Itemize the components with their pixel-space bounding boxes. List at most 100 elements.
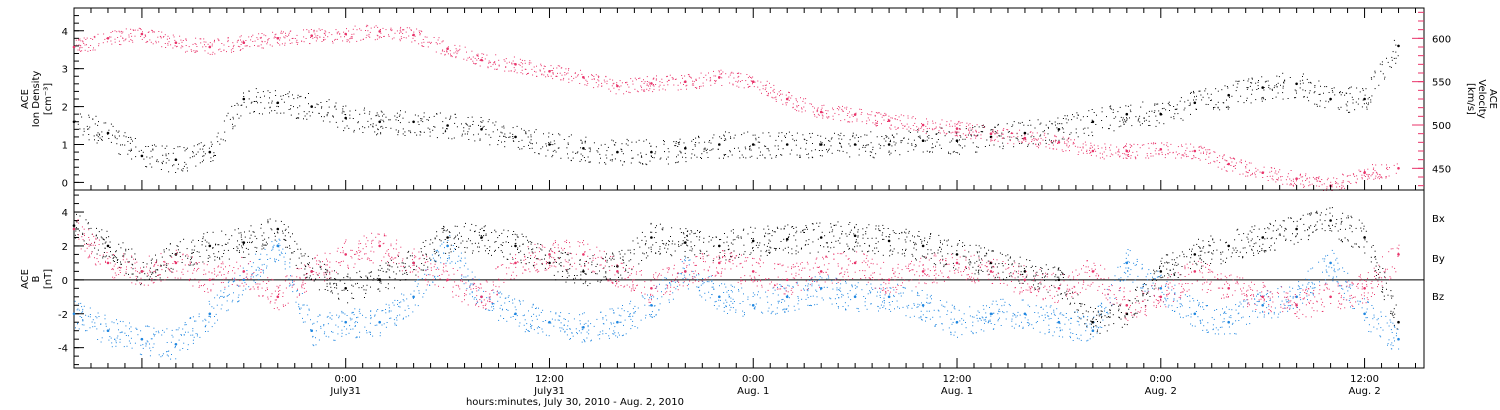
data-dot-series-0: [1393, 57, 1395, 59]
data-dot-series-1: [1011, 136, 1013, 138]
data-dot-series-1: [737, 81, 739, 83]
data-dot-series-0: [433, 115, 435, 117]
data-dot-series-0: [1064, 292, 1066, 294]
data-dot-series-0: [276, 105, 278, 107]
data-dot-series-0: [637, 154, 639, 156]
data-dot-series-0: [530, 257, 531, 259]
data-dot-series-0: [882, 232, 884, 234]
data-dot-series-0: [888, 236, 890, 237]
data-dot-series-0: [366, 276, 368, 278]
data-dot-series-0: [243, 101, 245, 103]
data-dot-series-0: [261, 235, 263, 237]
data-dot-series-1: [591, 74, 593, 76]
data-dot-series-0: [566, 147, 568, 149]
data-point-series-1: [548, 70, 551, 73]
data-dot-series-1: [949, 125, 951, 127]
data-dot-series-0: [901, 232, 903, 234]
data-dot-series-1: [908, 126, 910, 128]
data-dot-series-1: [1153, 142, 1155, 144]
data-dot-series-0: [479, 138, 481, 140]
data-dot-series-0: [768, 249, 770, 251]
data-dot-series-0: [415, 274, 417, 276]
data-dot-series-1: [440, 53, 442, 55]
data-dot-series-1: [474, 57, 476, 59]
data-dot-series-1: [1315, 179, 1317, 180]
data-dot-series-1: [383, 36, 385, 37]
data-dot-series-0: [968, 259, 970, 261]
data-dot-series-1: [1099, 152, 1101, 154]
data-dot-series-0: [965, 128, 967, 130]
data-dot-series-1: [850, 108, 852, 110]
data-dot-series-0: [783, 227, 785, 229]
data-dot-series-0: [775, 139, 777, 141]
data-dot-series-0: [277, 232, 279, 234]
data-dot-series-1: [1181, 154, 1183, 156]
data-dot-series-0: [1309, 81, 1311, 83]
data-dot-series-0: [525, 236, 527, 238]
data-dot-series-0: [300, 248, 302, 250]
data-dot-series-0: [263, 244, 265, 246]
data-dot-series-0: [809, 133, 811, 135]
data-dot-series-0: [170, 267, 172, 269]
data-dot-series-1: [1346, 175, 1348, 177]
data-dot-series-0: [677, 161, 679, 163]
data-dot-series-0: [915, 259, 917, 261]
data-dot-series-0: [1072, 114, 1073, 116]
data-dot-series-0: [875, 228, 877, 230]
data-dot-series-0: [628, 260, 630, 262]
data-dot-series-0: [461, 135, 463, 137]
data-dot-series-1: [1045, 146, 1047, 148]
data-dot-series-0: [565, 281, 567, 283]
data-dot-series-0: [579, 259, 581, 261]
data-dot-series-0: [168, 171, 170, 173]
data-dot-series-1: [488, 62, 489, 64]
data-dot-series-0: [1063, 131, 1065, 133]
data-dot-series-0: [280, 95, 282, 97]
data-dot-series-1: [435, 51, 437, 53]
data-dot-series-1: [168, 41, 170, 43]
data-dot-series-0: [1199, 90, 1201, 92]
data-dot-series-0: [491, 232, 493, 233]
data-dot-series-1: [443, 50, 445, 52]
data-dot-series-0: [108, 129, 110, 131]
data-dot-series-0: [232, 128, 234, 130]
data-dot-series-1: [1250, 174, 1252, 176]
data-dot-series-1: [399, 28, 401, 30]
data-dot-series-0: [1010, 275, 1012, 277]
data-dot-series-0: [816, 222, 818, 224]
data-dot-series-1: [752, 76, 754, 78]
data-dot-series-0: [848, 248, 850, 250]
data-dot-series-0: [517, 249, 518, 250]
data-dot-series-1: [906, 128, 908, 130]
data-dot-series-0: [569, 252, 571, 254]
data-dot-series-0: [972, 127, 974, 128]
data-dot-series-0: [791, 149, 793, 151]
data-dot-series-1: [1133, 143, 1135, 145]
data-dot-series-0: [116, 257, 118, 259]
data-dot-series-0: [502, 242, 504, 244]
data-dot-series-1: [771, 96, 773, 98]
data-dot-series-1: [692, 80, 694, 82]
data-dot-series-1: [1010, 133, 1012, 134]
data-dot-series-1: [801, 111, 803, 113]
data-dot-series-0: [787, 239, 789, 241]
data-dot-series-0: [244, 231, 245, 233]
data-dot-series-1: [88, 47, 90, 48]
data-dot-series-1: [945, 133, 947, 135]
data-dot-series-0: [567, 272, 569, 274]
data-dot-series-0: [677, 142, 679, 143]
data-dot-series-0: [131, 256, 133, 258]
data-dot-series-0: [781, 154, 783, 156]
data-dot-series-0: [730, 230, 732, 232]
data-dot-series-0: [382, 115, 383, 117]
data-dot-series-1: [1055, 141, 1056, 143]
data-dot-series-0: [155, 254, 156, 256]
data-dot-series-1: [1292, 178, 1294, 180]
data-dot-series-0: [766, 249, 768, 251]
data-dot-series-0: [606, 150, 608, 152]
data-dot-series-0: [649, 160, 651, 162]
data-dot-series-1: [764, 84, 766, 86]
data-dot-series-0: [240, 232, 242, 234]
data-dot-series-0: [752, 247, 753, 249]
